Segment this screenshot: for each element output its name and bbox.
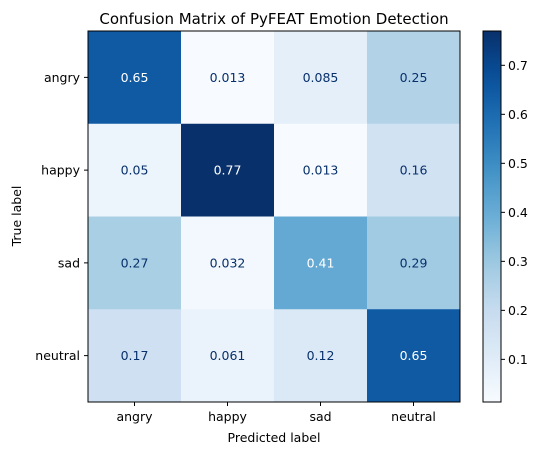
x-tick-label: happy [208,409,247,424]
cell-value-label: 0.65 [400,348,428,363]
colorbar-tick-label: 0.4 [508,205,528,220]
heatmap-cell [274,123,368,217]
cell-value-label: 0.65 [121,70,149,85]
colorbar-tick-label: 0.5 [508,156,528,171]
heatmap-cell-labels: 0.65 0.013 0.085 0.25 0.05 0.77 0.013 0.16 0.27 0… [121,70,428,363]
y-tick-label: sad [58,255,80,270]
chart-title: Confusion Matrix of PyFEAT Emotion Detec… [99,10,448,28]
plot-frame [87,30,461,403]
cell-value-label: 0.16 [400,163,428,178]
x-tick-label: angry [116,409,153,424]
colorbar-tick-label: 0.6 [508,107,528,122]
cell-value-label: 0.77 [214,163,242,178]
x-axis-ticks: angry happy sad neutral [116,402,436,424]
heatmap-cell [367,216,461,310]
heatmap-cell [274,309,368,403]
x-axis-label: Predicted label [228,430,321,445]
heatmap-cell [181,31,275,125]
cell-value-label: 0.05 [121,163,149,178]
cell-value-label: 0.013 [303,163,339,178]
cell-value-label: 0.27 [121,255,149,270]
colorbar-tick-label: 0.7 [508,58,528,73]
heatmap-cell [274,216,368,310]
colorbar-tick-label: 0.2 [508,303,528,318]
heatmap-cell [181,309,275,403]
y-tick-label: neutral [35,348,80,363]
y-tick-label: angry [44,70,81,85]
cell-value-label: 0.25 [400,70,428,85]
y-axis-label: True label [9,186,24,248]
heatmap-cell [88,31,182,125]
heatmap-cell [88,309,182,403]
colorbar-tick-label: 0.3 [508,254,528,269]
cell-value-label: 0.41 [307,255,335,270]
colorbar-tick-label: 0.1 [508,352,528,367]
heatmap-cell [88,216,182,310]
y-tick-label: happy [41,163,80,178]
heatmap-cell [367,123,461,217]
heatmap-cell [181,216,275,310]
heatmap-cell [181,123,275,217]
cell-value-label: 0.12 [307,348,335,363]
heatmap-cell [367,31,461,125]
y-axis-ticks: angry happy sad neutral [35,70,88,363]
x-tick-label: neutral [391,409,436,424]
cell-value-label: 0.085 [303,70,339,85]
heatmap-cell [274,31,368,125]
cell-value-label: 0.013 [210,70,246,85]
cell-value-label: 0.29 [400,255,428,270]
colorbar-ticks: 0.1 0.2 0.3 0.4 0.5 0.6 0.7 [501,58,528,367]
heatmap-cells [88,31,461,403]
cell-value-label: 0.032 [210,255,246,270]
x-tick-label: sad [309,409,331,424]
heatmap-cell [367,309,461,403]
cell-value-label: 0.061 [210,348,246,363]
cell-value-label: 0.17 [121,348,149,363]
colorbar [482,30,502,403]
heatmap-cell [88,123,182,217]
